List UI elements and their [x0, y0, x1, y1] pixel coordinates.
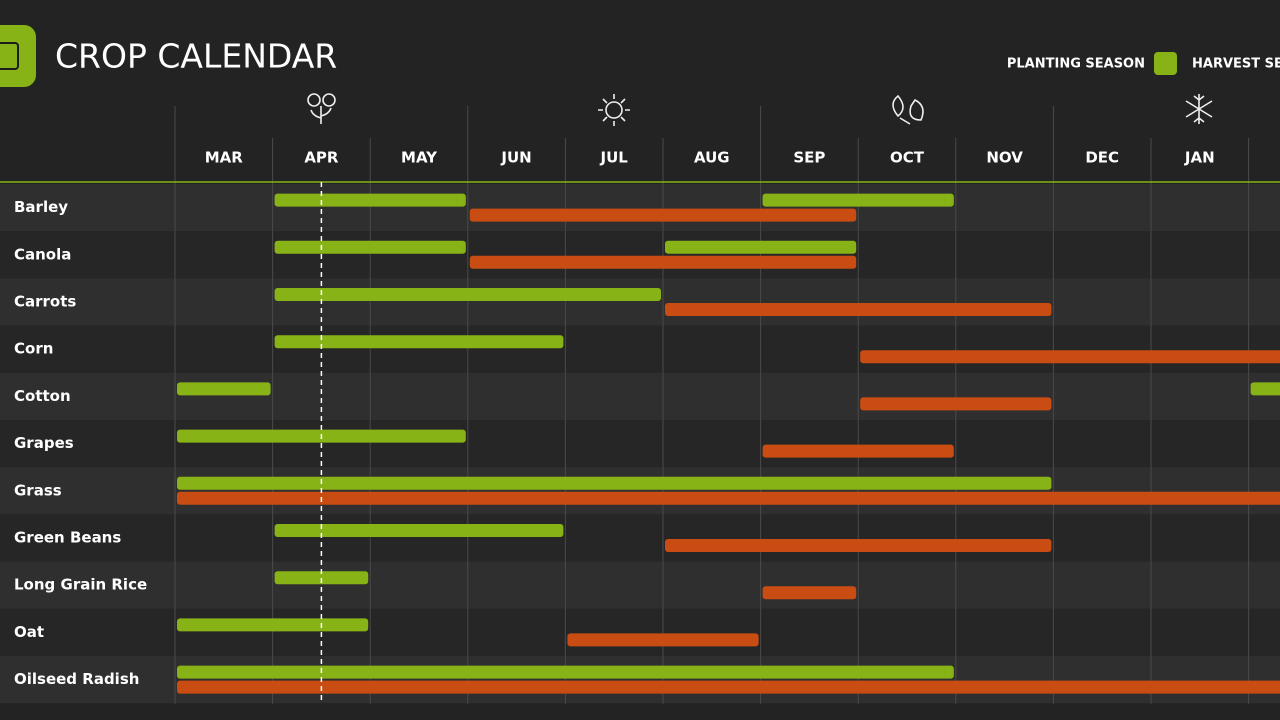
crop-name: Green Beans [14, 529, 121, 547]
harvest-bar [469, 255, 857, 269]
harvest-bar [469, 208, 857, 222]
row-background [0, 514, 1280, 562]
month-label: MAY [401, 149, 438, 167]
row-background [0, 325, 1280, 373]
harvest-bar [665, 539, 1052, 552]
row-background [0, 561, 1280, 609]
harvest-bar [860, 397, 1052, 411]
crop-name: Grapes [14, 434, 74, 452]
planting-bar [274, 524, 564, 537]
planting-bar [177, 618, 369, 632]
winter-icon [1185, 94, 1213, 124]
crop-name: Corn [14, 340, 53, 358]
month-label: AUG [694, 149, 730, 167]
crop-name: Carrots [14, 293, 76, 311]
planting-bar [177, 665, 954, 679]
spring-icon [307, 93, 336, 124]
title: CROP CALENDAR [55, 37, 337, 76]
harvest-bar [665, 303, 1052, 316]
crop-name: Oat [14, 623, 44, 641]
crop-name: Grass [14, 481, 62, 499]
planting-bar [274, 288, 661, 301]
month-label: APR [304, 149, 339, 167]
harvest-bar [762, 586, 857, 600]
row-background [0, 372, 1280, 420]
autumn-icon [892, 94, 924, 125]
crop-name: Oilseed Radish [14, 670, 139, 688]
planting-bar [274, 335, 564, 349]
month-label: JUN [500, 149, 531, 167]
harvest-bar [567, 633, 759, 647]
harvest-bar [177, 491, 1280, 505]
planting-bar [274, 240, 466, 254]
planting-bar [177, 476, 1052, 490]
crop-name: Canola [14, 245, 71, 263]
month-label: OCT [890, 149, 925, 167]
row-background [0, 467, 1280, 515]
planting-bar [274, 571, 369, 585]
legend-planting-swatch [1154, 52, 1177, 75]
row-background [0, 608, 1280, 656]
row-background [0, 656, 1280, 704]
planting-bar [274, 193, 466, 207]
row-background [0, 231, 1280, 279]
month-label: SEP [793, 149, 825, 167]
row-background [0, 278, 1280, 326]
row-background [0, 420, 1280, 468]
crop-name: Cotton [14, 387, 71, 405]
planting-bar [762, 193, 954, 207]
planting-bar [177, 382, 271, 396]
month-label: MAR [205, 149, 244, 167]
row-background [0, 184, 1280, 232]
harvest-bar [762, 444, 954, 458]
month-label: JUL [600, 149, 629, 167]
harvest-bar [860, 350, 1280, 364]
crop-name: Barley [14, 198, 68, 216]
planting-bar [1250, 382, 1280, 396]
harvest-bar [177, 680, 1280, 694]
month-label: JAN [1184, 149, 1215, 167]
month-label: DEC [1085, 149, 1119, 167]
crop-name: Long Grain Rice [14, 576, 147, 594]
month-label: NOV [986, 149, 1023, 167]
legend-harvest-label: HARVEST SEASON [1192, 57, 1280, 72]
planting-bar [665, 240, 857, 254]
legend-planting-label: PLANTING SEASON [1007, 57, 1145, 72]
summer-icon [598, 94, 630, 126]
logo-glyph [0, 42, 19, 70]
